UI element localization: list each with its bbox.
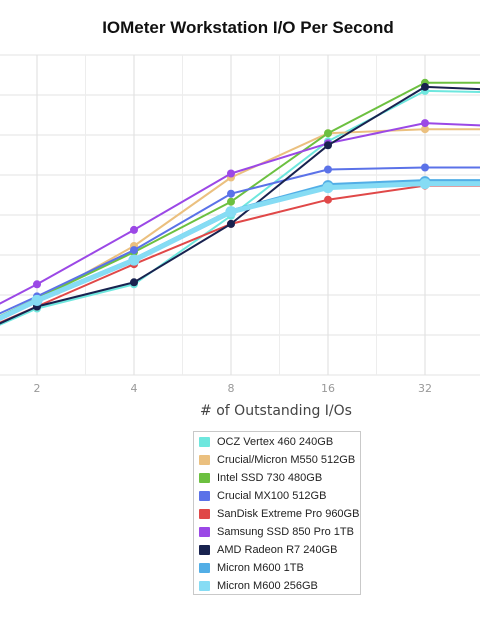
legend-label: Intel SSD 730 480GB — [217, 472, 323, 484]
data-point — [421, 125, 429, 134]
legend-swatch — [199, 527, 210, 537]
legend-swatch — [199, 455, 210, 465]
series-8 — [0, 178, 480, 321]
series-line — [0, 128, 480, 318]
data-point — [227, 197, 235, 206]
legend-item: AMD Radeon R7 240GB — [199, 541, 360, 559]
data-point — [227, 219, 235, 228]
legend-item: Samsung SSD 850 Pro 1TB — [199, 523, 360, 541]
legend-swatch — [199, 581, 210, 591]
legend-item: Micron M600 256GB — [199, 577, 360, 595]
data-point — [324, 141, 332, 150]
legend-item: Crucial/Micron M550 512GB — [199, 451, 360, 469]
legend-label: Crucial/Micron M550 512GB — [217, 454, 356, 466]
data-point — [324, 165, 332, 174]
legend-item: Micron M600 1TB — [199, 559, 360, 577]
series-3 — [0, 163, 480, 315]
x-tick-label: 2 — [34, 382, 41, 395]
legend-swatch — [199, 491, 210, 501]
series-5 — [0, 119, 480, 305]
chart-title: IOMeter Workstation I/O Per Second — [102, 18, 394, 37]
data-point — [130, 225, 138, 234]
legend-label: Crucial MX100 512GB — [217, 490, 327, 502]
legend-label: Micron M600 1TB — [217, 562, 304, 574]
data-point — [130, 246, 138, 255]
legend-swatch — [199, 509, 210, 519]
data-point — [421, 163, 429, 172]
legend-item: SanDisk Extreme Pro 960GB — [199, 505, 360, 523]
legend-label: AMD Radeon R7 240GB — [217, 544, 338, 556]
data-point — [421, 82, 429, 91]
legend-item: Crucial MX100 512GB — [199, 487, 360, 505]
series-line — [0, 166, 480, 315]
legend-swatch — [199, 545, 210, 555]
x-tick-label: 8 — [228, 382, 235, 395]
legend-item: OCZ Vertex 460 240GB — [199, 433, 360, 451]
legend-item: Intel SSD 730 480GB — [199, 469, 360, 487]
x-tick-label: 16 — [321, 382, 335, 395]
data-point — [322, 182, 334, 194]
data-point — [324, 195, 332, 204]
legend-swatch — [199, 473, 210, 483]
grid — [0, 54, 480, 376]
series-layer — [0, 78, 480, 326]
data-point — [421, 119, 429, 128]
series-1 — [0, 125, 480, 318]
data-point — [227, 189, 235, 198]
data-point — [225, 206, 237, 218]
data-point — [128, 254, 140, 266]
legend-swatch — [199, 563, 210, 573]
series-6 — [0, 82, 480, 325]
series-line — [0, 122, 480, 305]
legend-label: OCZ Vertex 460 240GB — [217, 436, 334, 448]
data-point — [227, 169, 235, 178]
x-tick-label: 32 — [418, 382, 432, 395]
legend-label: Samsung SSD 850 Pro 1TB — [217, 526, 354, 538]
legend: OCZ Vertex 460 240GB Crucial/Micron M550 … — [193, 431, 361, 595]
data-point — [130, 278, 138, 287]
legend-label: SanDisk Extreme Pro 960GB — [217, 508, 360, 520]
x-axis-label: # of Outstanding I/Os — [200, 403, 352, 419]
data-point — [419, 178, 431, 190]
legend-label: Micron M600 256GB — [217, 580, 318, 592]
data-point — [31, 294, 43, 306]
x-tick-labels: 2 4 8 16 32 — [34, 382, 433, 395]
legend-swatch — [199, 437, 210, 447]
x-tick-label: 4 — [131, 382, 138, 395]
data-point — [324, 129, 332, 138]
data-point — [33, 280, 41, 289]
series-2 — [0, 78, 480, 318]
series-line — [0, 81, 480, 318]
